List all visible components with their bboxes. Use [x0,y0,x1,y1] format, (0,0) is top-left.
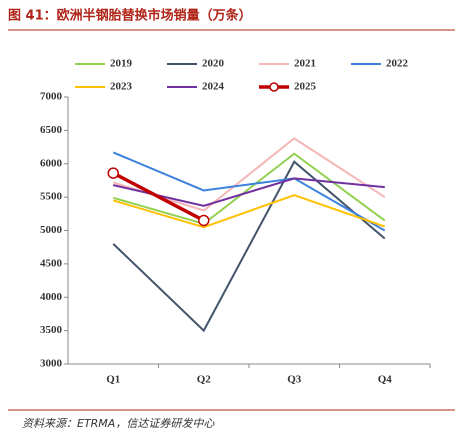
legend-label: 2020 [202,58,225,70]
legend-label: 2021 [294,58,316,70]
y-tick-label: 4000 [40,291,63,303]
y-tick-label: 5000 [40,224,63,236]
legend-label: 2023 [110,81,133,93]
series-line [112,152,386,225]
chart-title: 图 41：欧洲半钢胎替换市场销量（万条） [8,8,252,24]
legend-label: 2024 [202,81,225,93]
x-tick-label: Q4 [378,374,393,386]
series-line [112,160,386,333]
legend-marker [269,82,279,92]
x-tick-label: Q1 [106,374,120,386]
series-line [113,177,385,207]
y-tick-label: 7000 [40,91,63,103]
legend-label: 2025 [294,81,317,93]
series-line [112,171,205,223]
x-tick-label: Q3 [287,374,302,386]
y-tick-label: 6500 [40,124,63,136]
series-line [112,194,386,229]
y-tick-label: 5500 [40,191,63,203]
series-marker [107,167,119,179]
legend-label: 2022 [386,58,409,70]
legend-label: 2019 [110,58,133,70]
x-tick-label: Q2 [197,374,212,386]
y-tick-label: 4500 [40,257,63,269]
y-tick-label: 3000 [40,358,63,370]
y-tick-label: 3500 [40,324,63,336]
series-line [112,151,386,232]
series-line [112,137,386,212]
source-note: 资料来源：ETRMA，信达证券研发中心 [22,417,215,430]
y-tick-label: 6000 [40,157,63,169]
series-marker [198,214,210,227]
